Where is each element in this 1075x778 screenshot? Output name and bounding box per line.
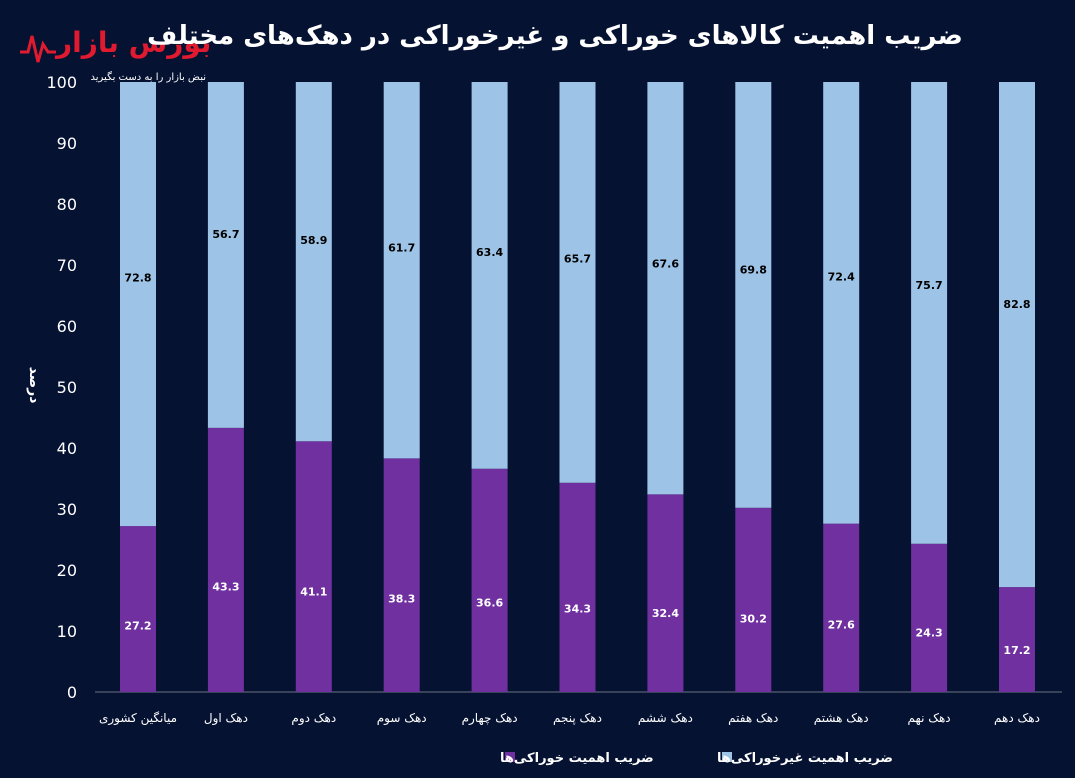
data-label-nonfood: 65.7 xyxy=(564,252,591,265)
data-label-nonfood: 72.4 xyxy=(828,270,855,283)
y-tick-label: 60 xyxy=(57,317,77,336)
bar-nonfood xyxy=(207,82,244,428)
bar-nonfood xyxy=(383,82,420,459)
x-tick-label: دهک پنجم xyxy=(553,711,602,725)
legend-label-nonfood: ضریب اهمیت غیرخوراکی‌ها xyxy=(717,751,893,766)
bar-nonfood xyxy=(471,82,508,469)
data-label-food: 34.3 xyxy=(564,602,591,615)
y-tick-label: 10 xyxy=(57,622,77,641)
bar-nonfood xyxy=(120,82,156,527)
bar-food xyxy=(735,507,772,692)
data-label-nonfood: 69.8 xyxy=(740,263,767,276)
chart-title: ضریب اهمیت کالاهای خوراکی و غیرخوراکی در… xyxy=(147,21,963,51)
y-tick-label: 0 xyxy=(67,683,77,702)
y-tick-label: 40 xyxy=(57,439,77,458)
bar-food xyxy=(295,441,332,692)
bar-nonfood xyxy=(911,82,948,544)
bar-food xyxy=(911,543,948,692)
bar-food xyxy=(207,427,244,692)
x-tick-label: دهک هفتم xyxy=(728,711,778,725)
pulse-icon xyxy=(20,35,56,63)
x-tick-label: دهک چهارم xyxy=(462,711,518,726)
bar-nonfood xyxy=(295,82,332,442)
bar-food xyxy=(647,494,684,692)
data-label-nonfood: 63.4 xyxy=(476,246,503,259)
data-label-food: 32.4 xyxy=(652,607,679,620)
data-label-food: 38.3 xyxy=(388,593,415,606)
data-label-nonfood: 67.6 xyxy=(652,257,679,270)
data-label-food: 36.6 xyxy=(476,597,503,610)
x-tick-label: دهک دوم xyxy=(291,711,336,726)
logo-tagline: نبض بازار را به دست بگیرید xyxy=(90,72,207,83)
bar-food xyxy=(823,523,860,692)
bar-food xyxy=(471,468,508,692)
legend-swatch-nonfood xyxy=(722,752,732,762)
data-label-nonfood: 61.7 xyxy=(388,242,415,255)
y-tick-label: 30 xyxy=(57,500,77,519)
x-tick-label: دهک هشتم xyxy=(814,711,869,725)
bar-nonfood xyxy=(999,82,1035,588)
legend-label-food: ضریب اهمیت خوراکی‌ها xyxy=(500,751,654,766)
bar-nonfood xyxy=(823,82,860,524)
data-label-nonfood: 75.7 xyxy=(916,279,943,292)
data-label-food: 43.3 xyxy=(212,580,239,593)
logo-name: بورس بازار xyxy=(56,26,212,59)
y-tick-label: 80 xyxy=(57,195,77,214)
data-label-food: 30.2 xyxy=(740,612,767,625)
data-label-nonfood: 58.9 xyxy=(300,234,327,247)
legend-swatch-food xyxy=(505,752,515,762)
x-tick-label: دهک ششم xyxy=(638,711,693,725)
x-tick-label: دهک دهم xyxy=(994,711,1040,725)
y-tick-label: 90 xyxy=(57,134,77,153)
data-label-food: 41.1 xyxy=(300,586,327,599)
x-tick-label: دهک اول xyxy=(204,711,248,726)
x-tick-label: دهک نهم xyxy=(908,711,951,725)
data-label-nonfood: 56.7 xyxy=(212,228,239,241)
bar-food xyxy=(120,526,156,692)
data-label-nonfood: 82.8 xyxy=(1003,298,1030,311)
bar-nonfood xyxy=(647,82,684,495)
data-label-nonfood: 72.8 xyxy=(124,271,151,284)
y-tick-label: 20 xyxy=(57,561,77,580)
data-label-food: 17.2 xyxy=(1003,644,1030,657)
x-tick-label: میانگین کشوری xyxy=(99,711,177,726)
y-tick-label: 70 xyxy=(57,256,77,275)
bar-food xyxy=(559,482,596,692)
y-tick-label: 50 xyxy=(57,378,77,397)
bar-nonfood xyxy=(735,82,772,508)
y-tick-label: 100 xyxy=(46,73,77,92)
y-axis-label: درصد xyxy=(26,367,42,404)
bar-food xyxy=(999,587,1035,692)
x-tick-label: دهک سوم xyxy=(377,711,427,726)
data-label-food: 24.3 xyxy=(916,627,943,640)
bar-nonfood xyxy=(559,82,596,483)
data-label-food: 27.6 xyxy=(828,619,855,632)
bar-food xyxy=(383,458,420,692)
data-label-food: 27.2 xyxy=(124,620,151,633)
logo: بورس بازار نبض بازار را به دست بگیرید xyxy=(18,22,211,92)
